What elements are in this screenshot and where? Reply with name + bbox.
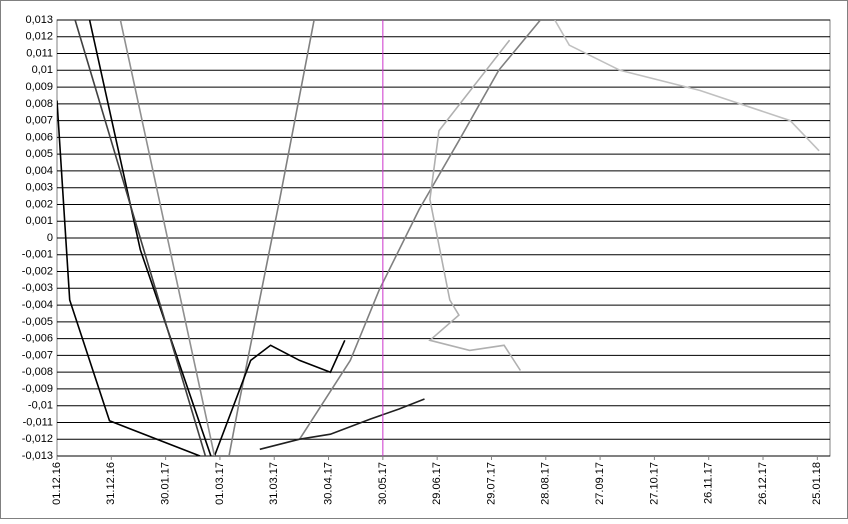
y-tick-label: -0,013: [22, 450, 53, 462]
x-tick-label: 30.01.17: [160, 462, 172, 505]
x-tick-label: 29.07.17: [485, 462, 497, 505]
y-tick-label: -0,011: [23, 416, 53, 428]
series-line: [259, 398, 425, 451]
x-tick-label: 26.12.17: [757, 462, 769, 505]
y-tick-label: 0,012: [25, 31, 53, 43]
x-tick-label: 27.10.17: [648, 462, 660, 505]
series-line: [554, 20, 820, 152]
series-line: [228, 20, 315, 456]
y-tick-label: 0,006: [25, 131, 53, 143]
plot-lines: [57, 20, 820, 456]
y-tick-label: -0,004: [22, 299, 53, 311]
series-line: [213, 339, 346, 456]
series-line: [74, 20, 207, 456]
x-tick-label: 29.06.17: [431, 462, 443, 505]
x-tick-label: 01.12.16: [51, 462, 63, 505]
y-tick-label: -0,009: [22, 383, 53, 395]
y-tick-label: -0,003: [22, 282, 53, 294]
series-line: [298, 20, 542, 440]
x-tick-label: 26.11.17: [703, 462, 715, 504]
y-tick-label: -0,01: [28, 400, 53, 412]
series-line: [57, 100, 201, 456]
y-tick-label: 0,013: [25, 14, 53, 26]
y-tick-label: -0,008: [22, 366, 53, 378]
x-tick-label: 01.03.17: [214, 462, 226, 505]
y-tick-label: -0,007: [22, 349, 53, 361]
x-tick-label: 30.04.17: [322, 462, 334, 505]
x-tick-label: 27.09.17: [594, 462, 606, 505]
x-tick-label: 31.03.17: [268, 462, 280, 505]
y-tick-label: 0,011: [26, 47, 53, 59]
y-tick-label: 0: [47, 232, 53, 244]
series-line: [88, 20, 212, 456]
series-line: [428, 39, 522, 371]
y-tick-label: -0,012: [22, 433, 53, 445]
y-tick-label: 0,009: [25, 81, 53, 93]
y-tick-label: 0,001: [25, 215, 53, 227]
y-tick-label: -0,005: [22, 316, 53, 328]
y-tick-label: -0,006: [22, 333, 53, 345]
y-tick-label: 0,007: [25, 115, 53, 127]
y-tick-label: 0,005: [25, 148, 53, 160]
x-tick-label: 31.12.16: [105, 462, 117, 505]
y-tick-label: 0,01: [32, 64, 53, 76]
series-line: [119, 20, 216, 456]
x-tick-label: 30.05.17: [377, 462, 389, 505]
y-tick-label: 0,004: [25, 165, 53, 177]
y-tick-label: 0,002: [25, 198, 53, 210]
y-tick-label: 0,003: [25, 182, 53, 194]
x-tick-label: 25.01.18: [811, 462, 823, 505]
x-tick-label: 28.08.17: [540, 462, 552, 505]
y-tick-label: -0,002: [22, 265, 53, 277]
y-tick-label: -0,001: [22, 249, 53, 261]
y-tick-label: 0,008: [25, 98, 53, 110]
